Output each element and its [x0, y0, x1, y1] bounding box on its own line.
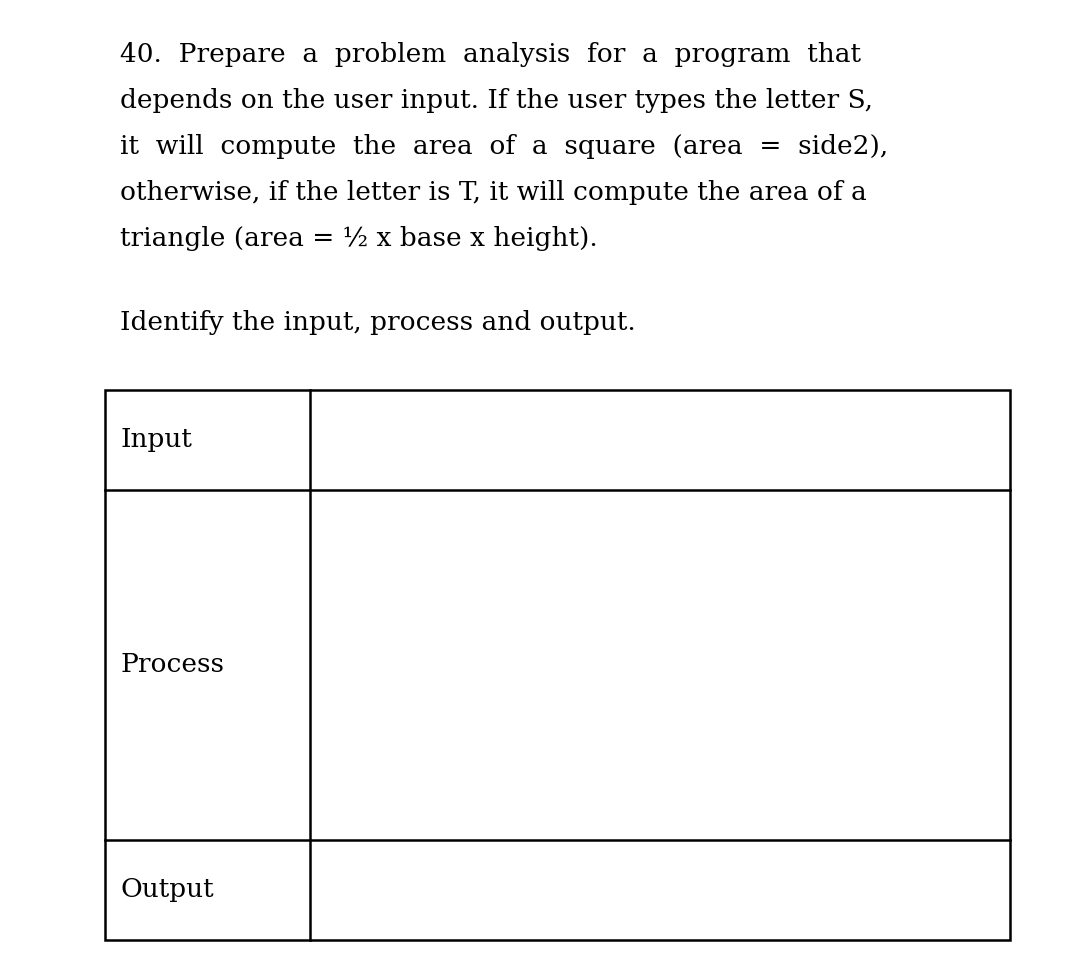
Text: depends on the user input. If the user types the letter S,: depends on the user input. If the user t… — [120, 88, 873, 113]
Text: otherwise, if the letter is T, it will compute the area of a: otherwise, if the letter is T, it will c… — [120, 180, 867, 205]
Text: Output: Output — [120, 877, 214, 902]
Text: Input: Input — [120, 427, 192, 453]
Text: it  will  compute  the  area  of  a  square  (area  =  side2),: it will compute the area of a square (ar… — [120, 134, 888, 159]
Text: Identify the input, process and output.: Identify the input, process and output. — [120, 310, 635, 335]
Bar — [105, 390, 1010, 940]
Text: 40.  Prepare  a  problem  analysis  for  a  program  that: 40. Prepare a problem analysis for a pro… — [120, 42, 861, 67]
Text: Process: Process — [120, 653, 225, 678]
Text: triangle (area = ½ x base x height).: triangle (area = ½ x base x height). — [120, 226, 597, 251]
